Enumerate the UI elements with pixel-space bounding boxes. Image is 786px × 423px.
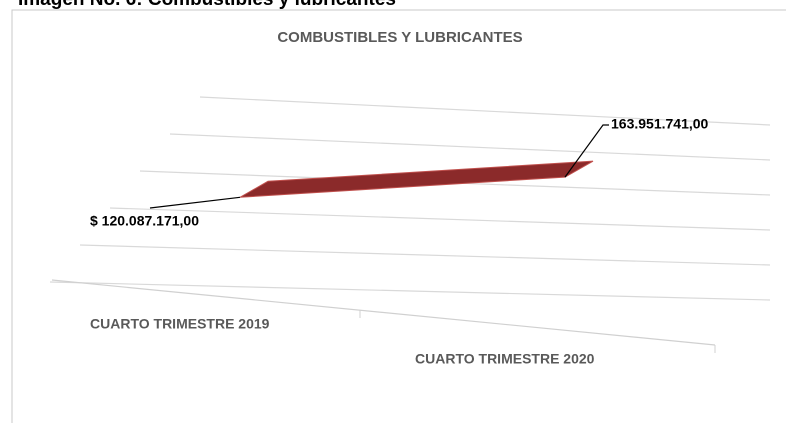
x-tick-label: CUARTO TRIMESTRE 2019: [90, 316, 270, 332]
chart-title: COMBUSTIBLES Y LUBRICANTES: [277, 29, 522, 46]
grid-line: [79, 244, 771, 266]
leader-line: [564, 124, 609, 178]
grid-line: [49, 281, 771, 301]
heading: Imagen No. 6: Combustibles y lubricantes: [18, 0, 396, 10]
data-label: $ 120.087.171,00: [90, 213, 199, 229]
x-tick-label: CUARTO TRIMESTRE 2020: [415, 351, 595, 367]
leader-line: [149, 196, 241, 209]
grid-line: [169, 133, 771, 161]
chart-border: [11, 9, 786, 423]
x-axis: [51, 279, 716, 346]
ribbon: [239, 160, 594, 198]
grid-line: [109, 207, 771, 231]
grid-line: [199, 96, 771, 126]
data-label: 163.951.741,00: [611, 116, 709, 132]
